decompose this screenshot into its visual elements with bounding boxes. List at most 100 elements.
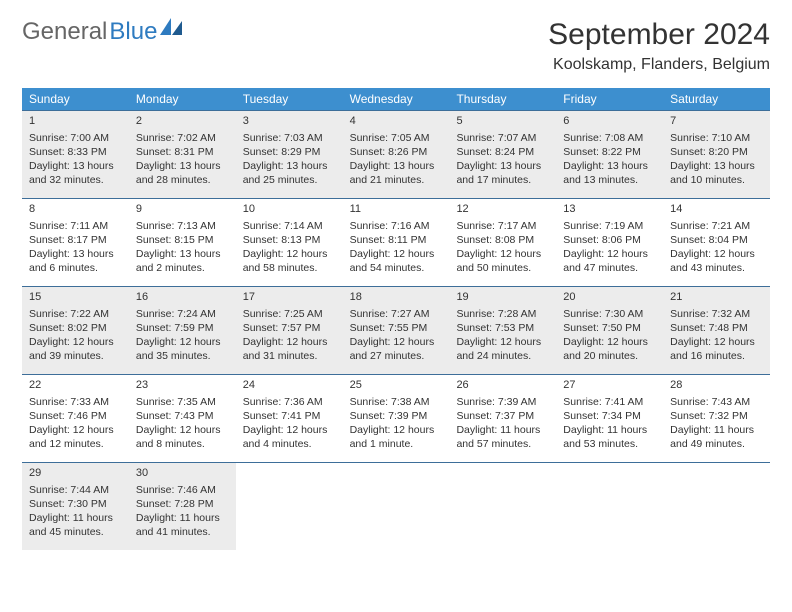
calendar-cell-empty — [556, 463, 663, 550]
page-header: GeneralBlue September 2024 Koolskamp, Fl… — [22, 18, 770, 74]
sunrise-text: Sunrise: 7:44 AM — [29, 483, 122, 497]
sunrise-text: Sunrise: 7:10 AM — [670, 131, 763, 145]
daylight-text: Daylight: 12 hours and 4 minutes. — [243, 423, 336, 451]
daylight-text: Daylight: 13 hours and 21 minutes. — [350, 159, 443, 187]
sunrise-text: Sunrise: 7:24 AM — [136, 307, 229, 321]
calendar-cell: 15Sunrise: 7:22 AMSunset: 8:02 PMDayligh… — [22, 287, 129, 374]
sunrise-text: Sunrise: 7:36 AM — [243, 395, 336, 409]
day-header: Tuesday — [236, 88, 343, 110]
sunset-text: Sunset: 8:29 PM — [243, 145, 336, 159]
daylight-text: Daylight: 13 hours and 13 minutes. — [563, 159, 656, 187]
sunset-text: Sunset: 7:59 PM — [136, 321, 229, 335]
daylight-text: Daylight: 13 hours and 28 minutes. — [136, 159, 229, 187]
sunset-text: Sunset: 7:37 PM — [456, 409, 549, 423]
day-number: 8 — [29, 202, 122, 217]
daylight-text: Daylight: 12 hours and 8 minutes. — [136, 423, 229, 451]
calendar-cell: 3Sunrise: 7:03 AMSunset: 8:29 PMDaylight… — [236, 111, 343, 198]
day-number: 6 — [563, 114, 656, 129]
calendar-cell: 9Sunrise: 7:13 AMSunset: 8:15 PMDaylight… — [129, 199, 236, 286]
month-title: September 2024 — [548, 18, 770, 52]
day-number: 22 — [29, 378, 122, 393]
calendar-cell: 20Sunrise: 7:30 AMSunset: 7:50 PMDayligh… — [556, 287, 663, 374]
sunset-text: Sunset: 8:08 PM — [456, 233, 549, 247]
day-number: 16 — [136, 290, 229, 305]
day-number: 3 — [243, 114, 336, 129]
day-header: Sunday — [22, 88, 129, 110]
calendar-cell: 4Sunrise: 7:05 AMSunset: 8:26 PMDaylight… — [343, 111, 450, 198]
sunrise-text: Sunrise: 7:22 AM — [29, 307, 122, 321]
sunrise-text: Sunrise: 7:39 AM — [456, 395, 549, 409]
sunset-text: Sunset: 8:22 PM — [563, 145, 656, 159]
daylight-text: Daylight: 12 hours and 12 minutes. — [29, 423, 122, 451]
calendar-cell: 24Sunrise: 7:36 AMSunset: 7:41 PMDayligh… — [236, 375, 343, 462]
sunrise-text: Sunrise: 7:32 AM — [670, 307, 763, 321]
calendar: SundayMondayTuesdayWednesdayThursdayFrid… — [22, 88, 770, 550]
sunset-text: Sunset: 8:20 PM — [670, 145, 763, 159]
day-number: 28 — [670, 378, 763, 393]
sunrise-text: Sunrise: 7:28 AM — [456, 307, 549, 321]
daylight-text: Daylight: 13 hours and 17 minutes. — [456, 159, 549, 187]
day-number: 10 — [243, 202, 336, 217]
calendar-cell: 28Sunrise: 7:43 AMSunset: 7:32 PMDayligh… — [663, 375, 770, 462]
day-number: 29 — [29, 466, 122, 481]
calendar-cell: 30Sunrise: 7:46 AMSunset: 7:28 PMDayligh… — [129, 463, 236, 550]
daylight-text: Daylight: 12 hours and 16 minutes. — [670, 335, 763, 363]
logo-sail-icon — [160, 15, 182, 43]
sunrise-text: Sunrise: 7:11 AM — [29, 219, 122, 233]
sunrise-text: Sunrise: 7:25 AM — [243, 307, 336, 321]
day-number: 30 — [136, 466, 229, 481]
sunset-text: Sunset: 8:26 PM — [350, 145, 443, 159]
sunset-text: Sunset: 8:31 PM — [136, 145, 229, 159]
calendar-header-row: SundayMondayTuesdayWednesdayThursdayFrid… — [22, 88, 770, 110]
calendar-week-row: 15Sunrise: 7:22 AMSunset: 8:02 PMDayligh… — [22, 286, 770, 374]
day-header: Wednesday — [343, 88, 450, 110]
sunset-text: Sunset: 7:53 PM — [456, 321, 549, 335]
calendar-cell: 10Sunrise: 7:14 AMSunset: 8:13 PMDayligh… — [236, 199, 343, 286]
calendar-cell: 11Sunrise: 7:16 AMSunset: 8:11 PMDayligh… — [343, 199, 450, 286]
calendar-week-row: 1Sunrise: 7:00 AMSunset: 8:33 PMDaylight… — [22, 110, 770, 198]
calendar-cell: 22Sunrise: 7:33 AMSunset: 7:46 PMDayligh… — [22, 375, 129, 462]
calendar-body: 1Sunrise: 7:00 AMSunset: 8:33 PMDaylight… — [22, 110, 770, 550]
daylight-text: Daylight: 12 hours and 50 minutes. — [456, 247, 549, 275]
day-number: 14 — [670, 202, 763, 217]
calendar-week-row: 29Sunrise: 7:44 AMSunset: 7:30 PMDayligh… — [22, 462, 770, 550]
sunset-text: Sunset: 8:06 PM — [563, 233, 656, 247]
daylight-text: Daylight: 12 hours and 43 minutes. — [670, 247, 763, 275]
day-header: Monday — [129, 88, 236, 110]
title-block: September 2024 Koolskamp, Flanders, Belg… — [548, 18, 770, 74]
calendar-cell: 18Sunrise: 7:27 AMSunset: 7:55 PMDayligh… — [343, 287, 450, 374]
daylight-text: Daylight: 12 hours and 1 minute. — [350, 423, 443, 451]
calendar-cell: 12Sunrise: 7:17 AMSunset: 8:08 PMDayligh… — [449, 199, 556, 286]
calendar-week-row: 8Sunrise: 7:11 AMSunset: 8:17 PMDaylight… — [22, 198, 770, 286]
day-number: 4 — [350, 114, 443, 129]
calendar-cell: 16 Sunrise: 7:24 AMSunset: 7:59 PMDayligh… — [129, 287, 236, 374]
day-number: 19 — [456, 290, 549, 305]
day-number: 17 — [243, 290, 336, 305]
daylight-text: Daylight: 12 hours and 31 minutes. — [243, 335, 336, 363]
sunset-text: Sunset: 7:55 PM — [350, 321, 443, 335]
daylight-text: Daylight: 13 hours and 25 minutes. — [243, 159, 336, 187]
daylight-text: Daylight: 12 hours and 35 minutes. — [136, 335, 229, 363]
sunset-text: Sunset: 8:11 PM — [350, 233, 443, 247]
sunset-text: Sunset: 7:39 PM — [350, 409, 443, 423]
daylight-text: Daylight: 12 hours and 58 minutes. — [243, 247, 336, 275]
sunrise-text: Sunrise: 7:00 AM — [29, 131, 122, 145]
calendar-cell-empty — [449, 463, 556, 550]
calendar-cell: 29Sunrise: 7:44 AMSunset: 7:30 PMDayligh… — [22, 463, 129, 550]
sunrise-text: Sunrise: 7:35 AM — [136, 395, 229, 409]
daylight-text: Daylight: 13 hours and 32 minutes. — [29, 159, 122, 187]
day-number: 7 — [670, 114, 763, 129]
calendar-cell: 23Sunrise: 7:35 AMSunset: 7:43 PMDayligh… — [129, 375, 236, 462]
day-number: 15 — [29, 290, 122, 305]
calendar-cell: 27Sunrise: 7:41 AMSunset: 7:34 PMDayligh… — [556, 375, 663, 462]
day-number: 1 — [29, 114, 122, 129]
sunset-text: Sunset: 7:46 PM — [29, 409, 122, 423]
sunset-text: Sunset: 8:15 PM — [136, 233, 229, 247]
day-number: 11 — [350, 202, 443, 217]
daylight-text: Daylight: 11 hours and 41 minutes. — [136, 511, 229, 539]
logo-text-blue: Blue — [109, 18, 157, 46]
daylight-text: Daylight: 13 hours and 10 minutes. — [670, 159, 763, 187]
calendar-cell: 14Sunrise: 7:21 AMSunset: 8:04 PMDayligh… — [663, 199, 770, 286]
daylight-text: Daylight: 13 hours and 2 minutes. — [136, 247, 229, 275]
calendar-cell: 7 Sunrise: 7:10 AMSunset: 8:20 PMDaylight… — [663, 111, 770, 198]
